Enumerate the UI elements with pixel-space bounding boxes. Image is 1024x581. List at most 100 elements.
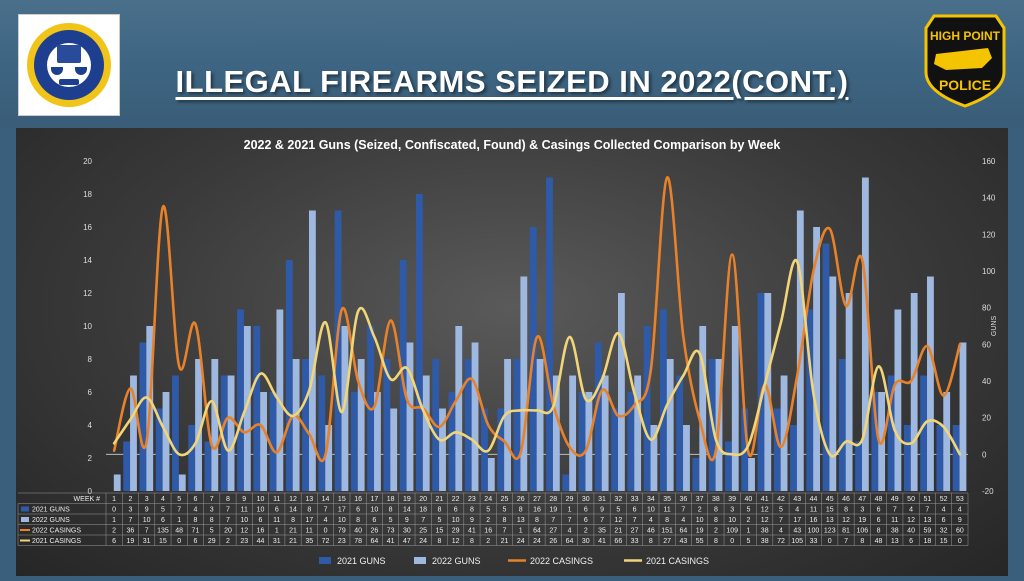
bar-2022-guns [357,359,365,491]
table-cell: 5 [486,507,490,514]
table-cell: 7 [421,517,425,524]
table-cell: 18 [387,496,395,503]
table-cell: 6 [877,507,881,514]
table-cell: 28 [549,496,557,503]
bar-2022-guns [634,375,642,491]
bar-2022-guns [731,326,739,491]
table-cell: 5 [746,538,750,545]
table-cell: 7 [600,517,604,524]
table-cell: 35 [598,528,606,535]
bar-2021-guns [318,375,326,491]
table-cell: 2 [112,528,116,535]
table-cell: 48 [875,538,883,545]
table-cell: 8 [714,507,718,514]
bar-2021-guns [123,441,131,491]
table-cell: 43 [679,538,687,545]
bar-2021-guns [269,392,277,491]
table-cell: 12 [452,538,460,545]
table-cell: 7 [145,528,149,535]
bar-2022-guns [617,293,625,491]
table-cell: 25 [501,496,509,503]
bar-2021-guns [611,408,618,491]
y-tick-left: 0 [88,487,93,496]
bar-2021-guns [415,194,423,491]
table-cell: 7 [844,538,848,545]
table-cell: 7 [925,507,929,514]
bar-2022-guns [487,458,495,491]
table-cell: 38 [761,538,769,545]
table-cell: 0 [958,538,962,545]
table-cell: 40 [907,528,915,535]
table-cell: 14 [322,496,330,503]
table-cell: 48 [175,528,183,535]
bar-2022-guns [374,392,381,491]
table-cell: 3 [210,507,214,514]
table-cell: 5 [503,507,507,514]
table-cell: 53 [956,496,964,503]
community-against-violence-logo [18,14,120,116]
bar-2022-guns [959,342,967,491]
table-cell: 9 [405,517,409,524]
table-cell: 12 [240,528,248,535]
table-cell: 14 [403,507,411,514]
table-cell: 30 [582,496,590,503]
table-cell: 48 [875,496,883,503]
table-cell: 105 [791,538,803,545]
table-cell: 32 [940,528,948,535]
table-cell: 20 [419,496,427,503]
table-cell: 13 [891,538,899,545]
legend-swatch [319,557,331,564]
table-cell: 8 [665,517,669,524]
y-tick-left: 14 [83,256,92,265]
table-cell: 0 [177,538,181,545]
table-cell: 1 [112,496,116,503]
table-cell: 6 [584,507,588,514]
table-cell: 11 [273,517,280,524]
table-row-label: 2022 CASINGS [32,528,81,535]
table-cell: 37 [696,496,704,503]
table-cell: 8 [226,496,230,503]
table-cell: 16 [354,496,362,503]
table-cell: 16 [810,517,818,524]
table-cell: 17 [793,517,801,524]
table-cell: 12 [289,496,297,503]
table-cell: 7 [128,517,132,524]
table-cell: 9 [958,517,962,524]
table-cell: 36 [679,496,687,503]
table-cell: 31 [143,538,151,545]
table-cell: 26 [370,528,378,535]
table-cell: 21 [436,496,444,503]
table-cell: 6 [356,507,360,514]
table-cell: 26 [517,496,525,503]
table-cell: 6 [161,517,165,524]
bar-2021-guns [822,243,830,491]
bar-2022-guns [439,408,446,491]
table-cell: 21 [614,528,622,535]
table-cell: 151 [661,528,673,535]
table-cell: 8 [860,538,864,545]
bar-2021-guns [643,326,651,491]
table-cell: 5 [389,517,393,524]
table-cell: 19 [696,528,704,535]
table-cell: 10 [647,507,655,514]
bar-2021-guns [139,342,147,491]
table-cell: 15 [338,496,346,503]
table-cell: 21 [289,528,297,535]
table-cell: 64 [370,538,378,545]
table-cell: 11 [810,507,817,514]
table-cell: 12 [614,517,622,524]
bar-2022-guns [243,326,251,491]
table-cell: 73 [387,528,395,535]
table-cell: 7 [503,528,507,535]
table-cell: 11 [663,507,670,514]
table-cell: 0 [828,538,832,545]
bar-2022-guns [406,342,414,491]
table-cell: 21 [289,538,297,545]
table-cell: 109 [726,528,738,535]
table-cell: 11 [241,507,248,514]
bar-2022-guns [601,375,609,491]
table-cell: 2 [128,496,132,503]
chart-svg: 2022 & 2021 Guns (Seized, Confiscated, F… [17,138,998,566]
table-cell: 27 [663,538,671,545]
table-cell: 10 [728,517,736,524]
